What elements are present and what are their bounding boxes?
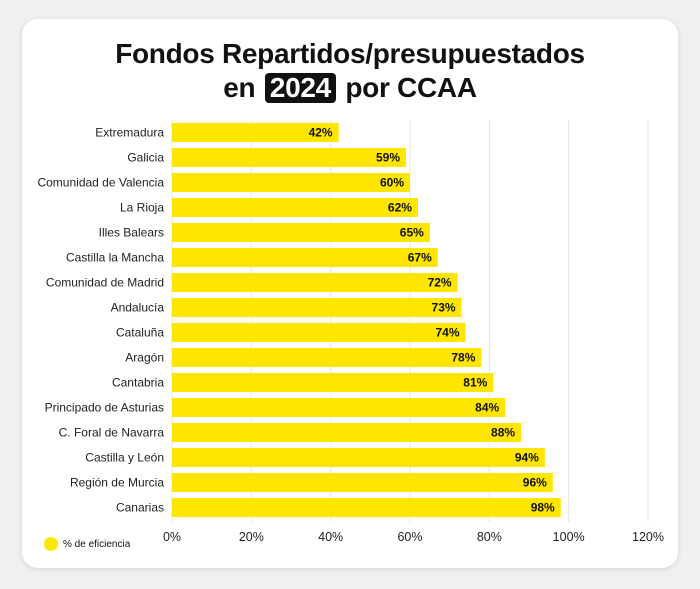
legend: % de eficiencia bbox=[44, 537, 130, 551]
category-label: Aragón bbox=[125, 351, 164, 365]
bar bbox=[172, 148, 407, 167]
title-year-badge: 2024 bbox=[264, 73, 336, 103]
value-label: 67% bbox=[408, 251, 432, 265]
bar bbox=[172, 348, 482, 367]
category-label: Galicia bbox=[127, 151, 164, 165]
value-label: 78% bbox=[451, 351, 475, 365]
value-label: 98% bbox=[531, 501, 555, 515]
category-label: Cataluña bbox=[116, 326, 164, 340]
bar bbox=[172, 248, 438, 267]
value-label: 59% bbox=[376, 151, 400, 165]
value-label: 96% bbox=[523, 476, 547, 490]
category-label: Comunidad de Madrid bbox=[46, 276, 164, 290]
chart-title: Fondos Repartidos/presupuestados en 2024… bbox=[0, 37, 700, 105]
bar bbox=[172, 198, 418, 217]
bar bbox=[172, 373, 494, 392]
bar bbox=[172, 173, 410, 192]
bar bbox=[172, 473, 553, 492]
bar bbox=[172, 498, 561, 517]
bar bbox=[172, 123, 339, 142]
category-label: C. Foral de Navarra bbox=[59, 426, 165, 440]
x-tick-label: 60% bbox=[397, 530, 422, 544]
bar bbox=[172, 298, 462, 317]
category-label: Cantabria bbox=[112, 376, 164, 390]
legend-swatch bbox=[44, 537, 58, 551]
bar bbox=[172, 423, 522, 442]
legend-label: % de eficiencia bbox=[63, 538, 131, 550]
x-tick-label: 120% bbox=[632, 530, 664, 544]
bar bbox=[172, 448, 545, 467]
category-label: Comunidad de Valencia bbox=[37, 176, 164, 190]
x-tick-label: 80% bbox=[477, 530, 502, 544]
category-label: Canarias bbox=[116, 501, 164, 515]
x-tick-label: 0% bbox=[163, 530, 181, 544]
value-label: 73% bbox=[432, 301, 456, 315]
value-label: 84% bbox=[475, 401, 499, 415]
value-label: 60% bbox=[380, 176, 404, 190]
category-label: Andalucía bbox=[111, 301, 165, 315]
category-label: Región de Murcia bbox=[70, 476, 164, 490]
bar bbox=[172, 273, 458, 292]
title-line-2: en 2024 por CCAA bbox=[0, 71, 700, 105]
value-label: 62% bbox=[388, 201, 412, 215]
value-label: 72% bbox=[428, 276, 452, 290]
category-label: La Rioja bbox=[120, 201, 164, 215]
category-label: Castilla y León bbox=[85, 451, 164, 465]
bar bbox=[172, 398, 506, 417]
x-tick-label: 100% bbox=[553, 530, 585, 544]
title-line-1: Fondos Repartidos/presupuestados bbox=[115, 38, 585, 69]
value-label: 81% bbox=[463, 376, 487, 390]
value-label: 42% bbox=[309, 126, 333, 140]
bar bbox=[172, 223, 430, 242]
bar bbox=[172, 323, 466, 342]
value-label: 88% bbox=[491, 426, 515, 440]
x-tick-label: 20% bbox=[239, 530, 264, 544]
category-label: Illes Balears bbox=[99, 226, 164, 240]
value-label: 65% bbox=[400, 226, 424, 240]
value-label: 94% bbox=[515, 451, 539, 465]
category-label: Principado de Asturias bbox=[45, 401, 164, 415]
title-prefix: en bbox=[223, 72, 256, 103]
category-label: Castilla la Mancha bbox=[66, 251, 164, 265]
title-suffix: por CCAA bbox=[345, 72, 477, 103]
value-label: 74% bbox=[436, 326, 460, 340]
x-tick-label: 40% bbox=[318, 530, 343, 544]
category-label: Extremadura bbox=[95, 126, 164, 140]
